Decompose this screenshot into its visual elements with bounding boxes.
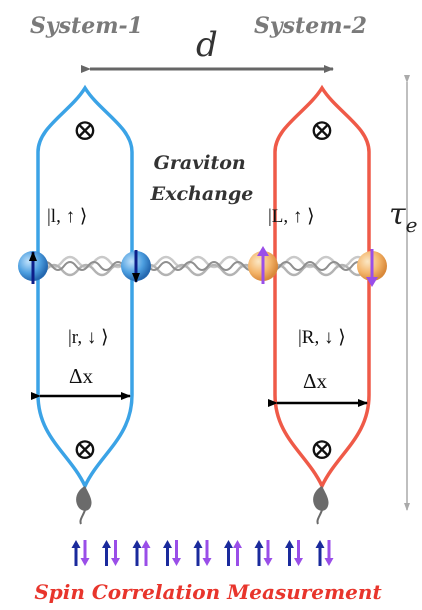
graviton-wave [29, 263, 383, 277]
detector-icon [313, 486, 329, 525]
field-symbol-icon: ⊗ [309, 433, 334, 466]
field-symbol-icon: ⊗ [309, 114, 334, 147]
state-L-up-label: |L, ↑ ⟩ [268, 206, 315, 227]
particle-system-1-right [121, 250, 151, 283]
system-2-path [273, 84, 371, 491]
spin-pair-icon [254, 540, 273, 566]
spin-pair-icon [285, 540, 303, 566]
spin-pair-icon [163, 540, 181, 566]
distance-label: d [196, 25, 218, 65]
state-R-down-label: |R, ↓ ⟩ [298, 327, 346, 348]
time-label: τe [389, 197, 417, 237]
spin-pair-icon [71, 540, 90, 566]
spin-pair-icon [224, 540, 242, 566]
spin-pair-icon [193, 540, 212, 566]
system-1-label: System-1 [30, 13, 143, 39]
delta-x-label-left: Δx [69, 364, 94, 388]
state-l-up-label: |l, ↑ ⟩ [47, 206, 87, 227]
field-symbol-icon: ⊗ [72, 114, 97, 147]
detector-icon [76, 486, 92, 525]
system-1-path [36, 84, 134, 491]
delta-x-label-right: Δx [303, 369, 328, 393]
system-2-label: System-2 [254, 13, 367, 39]
graviton-wave [39, 261, 377, 271]
particle-system-2-right [357, 249, 387, 287]
spin-correlation-outcomes [71, 540, 334, 566]
spin-pair-icon [315, 540, 334, 566]
state-r-down-label: |r, ↓ ⟩ [68, 327, 109, 348]
spin-pair-icon [132, 540, 151, 566]
field-symbol-icon: ⊗ [72, 433, 97, 466]
spin-pair-icon [102, 540, 120, 566]
particle-system-2-left [248, 246, 278, 284]
spin-correlation-measurement-label: Spin Correlation Measurement [34, 580, 382, 604]
graviton-exchange-label: Graviton Exchange [150, 152, 254, 205]
particle-system-1-left [18, 251, 48, 284]
